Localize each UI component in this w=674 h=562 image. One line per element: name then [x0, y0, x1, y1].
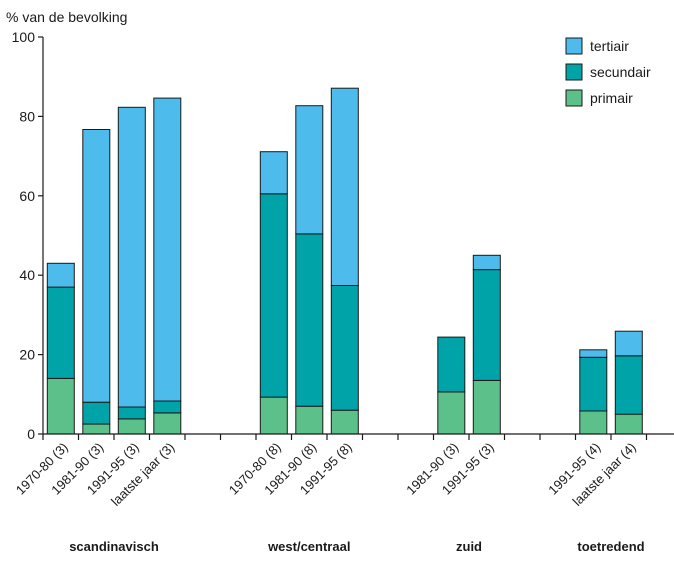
bar-segment-primair: [259, 396, 288, 435]
x-category-label: laatste jaar (3): [108, 440, 177, 509]
bar-segment-tertiair: [46, 262, 75, 288]
y-tick-label: 100: [12, 29, 36, 45]
x-category-label: laatste jaar (4): [570, 440, 639, 509]
bar-segment-tertiair: [579, 349, 608, 358]
bar-segment-tertiair: [82, 129, 111, 403]
bar-segment-secundair: [259, 193, 288, 398]
bar-segment-tertiair: [614, 330, 643, 357]
legend-swatch-secundair: [565, 63, 583, 81]
bar-segment-primair: [46, 377, 75, 435]
bar-segment-primair: [117, 418, 146, 435]
bar-segment-primair: [472, 379, 501, 435]
group-label: west/centraal: [267, 539, 350, 554]
legend: tertiair secundair primair: [565, 37, 651, 107]
bars-layer: [46, 87, 643, 435]
bar-segment-tertiair: [330, 87, 359, 286]
bar-segment-primair: [614, 413, 643, 435]
legend-swatch-primair: [565, 89, 583, 107]
bar-segment-secundair: [295, 233, 324, 407]
bar-segment-secundair: [82, 401, 111, 425]
axes-layer: [38, 36, 674, 440]
bar-segment-tertiair: [153, 97, 182, 402]
y-axis-label: % van de bevolking: [6, 9, 127, 25]
bar-segment-tertiair: [117, 106, 146, 408]
legend-swatch-tertiair: [565, 37, 583, 55]
bar-segment-primair: [579, 410, 608, 435]
group-label: zuid: [456, 539, 482, 554]
bar-segment-secundair: [579, 356, 608, 412]
bar-segment-tertiair: [259, 151, 288, 195]
bar-segment-secundair: [614, 355, 643, 415]
bar-segment-primair: [82, 423, 111, 435]
group-label: scandinavisch: [69, 539, 159, 554]
bar-segment-tertiair: [295, 105, 324, 235]
bar-segment-secundair: [330, 285, 359, 411]
legend-label-primair: primair: [590, 90, 633, 106]
group-label: toetredend: [577, 539, 644, 554]
bar-segment-secundair: [472, 269, 501, 381]
bar-segment-secundair: [117, 406, 146, 420]
bar-segment-secundair: [46, 286, 75, 379]
legend-label-secundair: secundair: [590, 64, 651, 80]
legend-label-tertiair: tertiair: [590, 38, 629, 54]
bar-segment-primair: [437, 391, 466, 435]
bar-segment-secundair: [153, 400, 182, 414]
y-tick-label: 40: [19, 267, 35, 283]
y-tick-label: 20: [19, 347, 35, 363]
bar-segment-primair: [295, 405, 324, 435]
bar-segment-primair: [153, 412, 182, 435]
bar-segment-tertiair: [472, 254, 501, 271]
bar-segment-primair: [330, 409, 359, 435]
y-tick-label: 60: [19, 188, 35, 204]
y-tick-label: 0: [27, 426, 35, 442]
bar-segment-secundair: [437, 336, 466, 393]
y-tick-label: 80: [19, 108, 35, 124]
